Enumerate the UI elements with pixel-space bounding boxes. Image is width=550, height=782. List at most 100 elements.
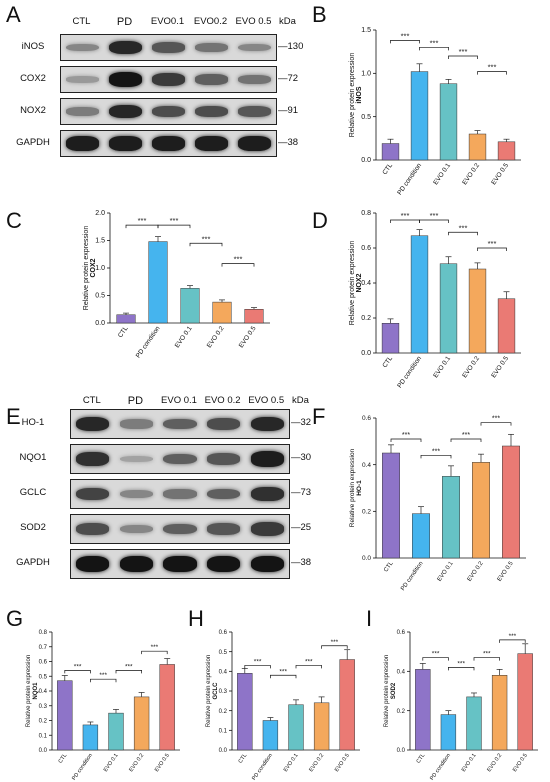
x-tick-label: EVO 0.5 xyxy=(154,753,171,773)
bar xyxy=(244,309,264,324)
molecular-weight-label: —38 xyxy=(291,557,311,568)
significance-label: *** xyxy=(279,668,287,675)
blot-lane-label: EVO 0.2 xyxy=(204,395,241,406)
bar xyxy=(517,653,533,751)
blot-strip xyxy=(60,34,277,61)
blot-lane-label: EVO 0.1 xyxy=(161,395,197,406)
mw-dash: — xyxy=(278,72,288,84)
significance-label: *** xyxy=(430,38,439,47)
x-tick-label: EVO 0.2 xyxy=(128,753,145,773)
x-tick-label: CTL xyxy=(381,162,394,176)
bar xyxy=(57,680,73,751)
kda-label: kDa xyxy=(279,16,296,27)
significance-label: *** xyxy=(509,633,517,640)
blot-row-label: NQO1 xyxy=(19,452,47,463)
x-tick-label: EVO 0.5 xyxy=(497,560,515,583)
blot-lane-label: CTL xyxy=(82,395,101,406)
blot-band xyxy=(152,105,185,118)
significance-bracket xyxy=(390,438,422,442)
x-tick-label: EVO 0.2 xyxy=(461,162,481,186)
blot-band xyxy=(238,74,271,85)
bar-chart-inos: 0.0 0.5 1.0 1.5 Relative protein expression i… xyxy=(349,27,521,196)
blot-band xyxy=(207,417,241,431)
significance-label: *** xyxy=(170,216,179,225)
blot-band xyxy=(238,43,271,52)
blot-band xyxy=(207,453,241,465)
blot-strip xyxy=(70,444,290,474)
blot-lane-label: EVO 0.5 xyxy=(235,16,272,27)
x-tick-label: EVO 0.1 xyxy=(437,560,455,583)
blot-band xyxy=(119,455,153,463)
bar xyxy=(468,133,487,161)
blot-band xyxy=(76,487,110,501)
significance-label: *** xyxy=(459,47,468,56)
significance-label: *** xyxy=(99,672,107,679)
x-tick-label: EVO 0.1 xyxy=(432,355,452,379)
x-tick-label: CTL xyxy=(58,753,69,765)
y-tick-label: 0.1 xyxy=(219,729,228,735)
y-tick-label: 0.4 xyxy=(362,462,371,469)
significance-label: *** xyxy=(151,644,159,651)
blot-band xyxy=(119,524,153,534)
bar xyxy=(116,314,136,324)
y-tick-label: 0.0 xyxy=(219,748,228,754)
bar-chart-cox2: 0.0 0.5 1.0 1.5 2.0 Relative protein expressi… xyxy=(83,210,270,359)
blot-band xyxy=(195,105,228,118)
blot-band xyxy=(109,72,142,87)
y-tick-label: 0.3 xyxy=(39,704,48,710)
bar xyxy=(410,235,429,354)
blot-band xyxy=(152,73,185,86)
y-tick-label: 0.6 xyxy=(397,630,406,636)
y-tick-label: 0.6 xyxy=(361,245,371,252)
mw-dash: — xyxy=(278,136,288,148)
molecular-weight-label: —72 xyxy=(278,73,298,84)
significance-bracket xyxy=(390,40,420,44)
blot-band xyxy=(163,418,197,430)
y-tick-label: 0.5 xyxy=(95,293,105,300)
blot-band xyxy=(163,523,197,535)
significance-label: *** xyxy=(331,639,339,646)
bar xyxy=(491,675,508,751)
blot-row-label: HO-1 xyxy=(21,417,45,428)
bar xyxy=(237,673,253,751)
y-axis-label: Relative protein expression xyxy=(83,226,90,311)
y-axis-protein-label: COX2 xyxy=(90,258,97,277)
blot-strip xyxy=(60,130,277,157)
significance-label: *** xyxy=(74,663,82,670)
blot-band xyxy=(66,107,99,116)
y-tick-label: 0.3 xyxy=(219,689,228,695)
y-axis-label: Relative protein expression xyxy=(384,655,390,727)
bar xyxy=(148,241,168,324)
blot-band xyxy=(250,451,284,467)
significance-bracket xyxy=(477,247,507,251)
mw-dash: — xyxy=(291,417,301,428)
x-tick-label: CTL xyxy=(117,325,130,339)
significance-label: *** xyxy=(457,660,465,667)
significance-bracket xyxy=(125,224,159,229)
significance-bracket xyxy=(422,657,449,661)
y-tick-label: 0.0 xyxy=(361,157,371,164)
blot-band xyxy=(119,489,153,499)
y-axis-label: Relative protein expression xyxy=(349,448,356,527)
bar-chart-gclc: 0.0 0.1 0.2 0.3 0.4 0.5 0.6 Relative protein ex… xyxy=(206,630,360,782)
blot-band xyxy=(163,489,197,499)
bar-chart-nqo1: 0.0 0.1 0.2 0.3 0.4 0.5 0.6 0.7 0.8 Relative prot… xyxy=(26,630,180,782)
significance-bracket xyxy=(448,231,478,236)
blot-band xyxy=(76,522,110,536)
blot-row-label: GAPDH xyxy=(16,136,50,148)
bar xyxy=(468,268,487,354)
bar xyxy=(159,664,175,751)
blot-band xyxy=(250,416,284,432)
significance-bracket xyxy=(390,219,420,223)
y-tick-label: 0.2 xyxy=(397,709,406,715)
significance-bracket xyxy=(244,665,271,669)
molecular-weight-label: —32 xyxy=(291,417,311,428)
significance-bracket xyxy=(189,242,223,247)
molecular-weight-label: —38 xyxy=(278,137,298,148)
panel-letter-g: G xyxy=(6,606,24,631)
y-axis-label: Relative protein expression xyxy=(206,655,212,727)
blot-strip xyxy=(70,514,290,544)
significance-bracket xyxy=(64,670,91,674)
molecular-weight-label: —130 xyxy=(278,41,303,52)
bar xyxy=(133,696,150,751)
